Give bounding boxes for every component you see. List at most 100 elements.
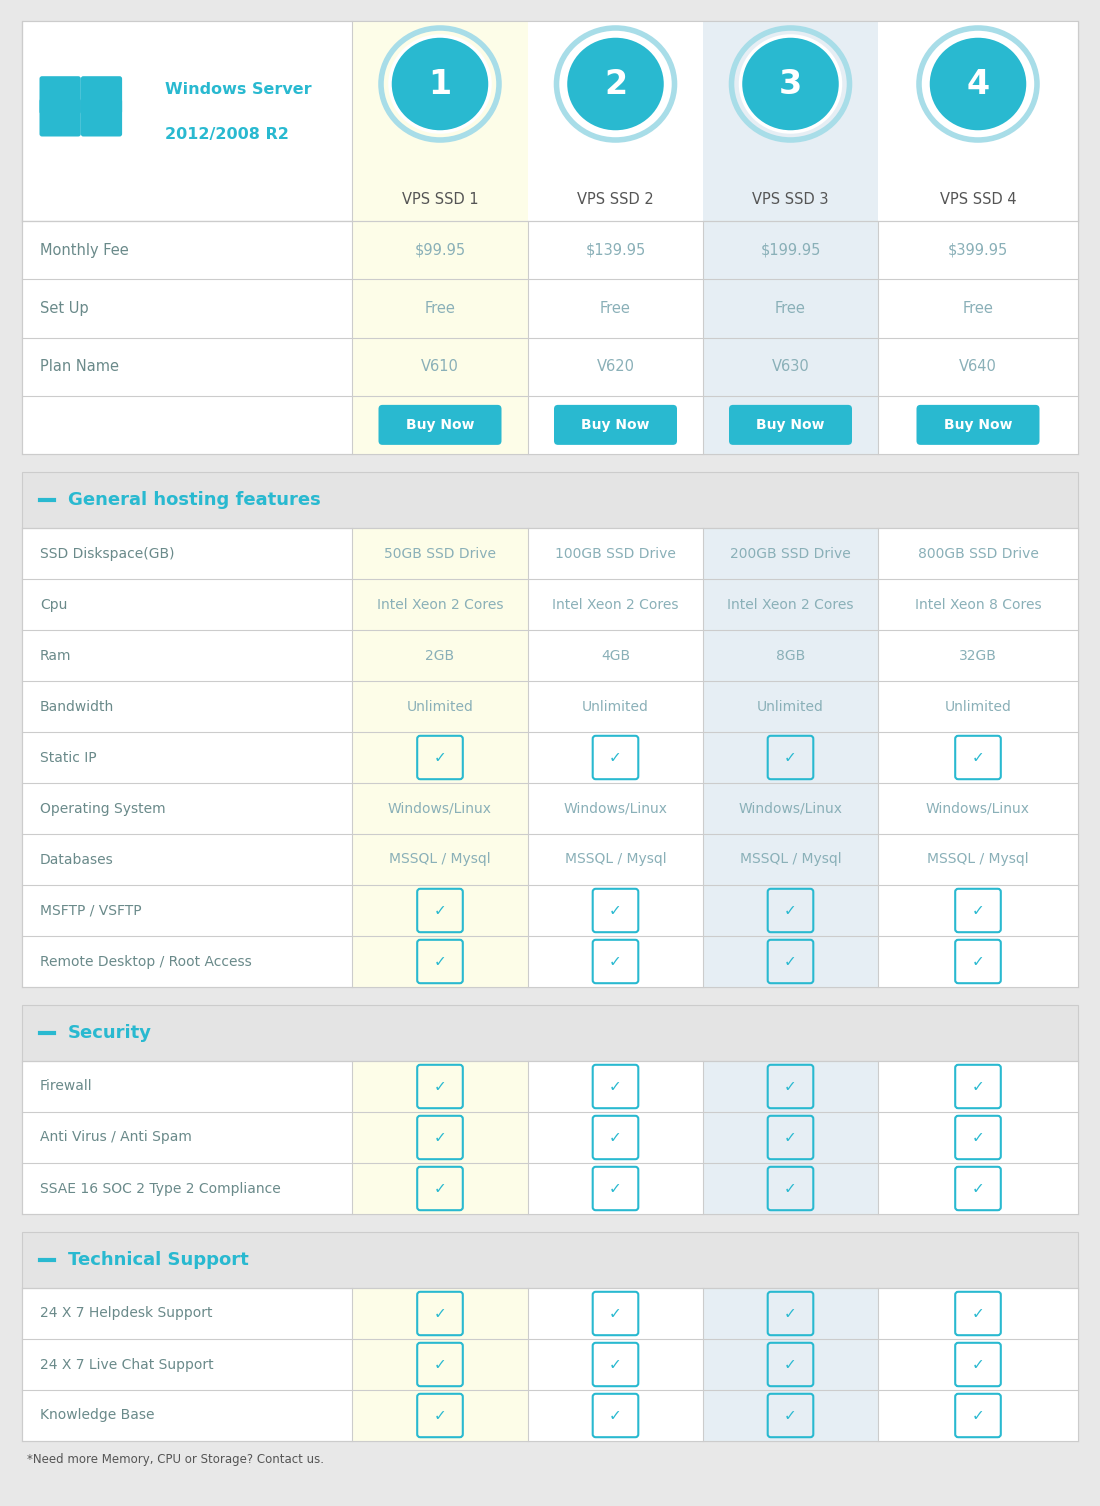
FancyBboxPatch shape (528, 529, 703, 986)
Text: 4GB: 4GB (601, 649, 630, 663)
Text: MSFTP / VSFTP: MSFTP / VSFTP (40, 904, 142, 917)
Text: Buy Now: Buy Now (756, 417, 825, 432)
Text: MSSQL / Mysql: MSSQL / Mysql (927, 852, 1028, 866)
Text: 800GB SSD Drive: 800GB SSD Drive (917, 547, 1038, 560)
Text: Anti Virus / Anti Spam: Anti Virus / Anti Spam (40, 1131, 191, 1145)
FancyBboxPatch shape (878, 529, 1078, 986)
Text: ✓: ✓ (971, 953, 984, 968)
FancyBboxPatch shape (703, 529, 878, 986)
Text: ✓: ✓ (784, 750, 796, 765)
FancyBboxPatch shape (22, 471, 1078, 529)
Text: 2012/2008 R2: 2012/2008 R2 (165, 127, 289, 142)
FancyBboxPatch shape (878, 221, 1078, 453)
Text: V630: V630 (771, 358, 810, 373)
FancyBboxPatch shape (22, 1232, 1078, 1288)
Text: SSAE 16 SOC 2 Type 2 Compliance: SSAE 16 SOC 2 Type 2 Compliance (40, 1182, 280, 1196)
Text: General hosting features: General hosting features (68, 491, 321, 509)
FancyBboxPatch shape (554, 405, 676, 444)
Ellipse shape (740, 36, 840, 133)
FancyBboxPatch shape (352, 221, 528, 453)
FancyBboxPatch shape (22, 221, 1078, 453)
FancyBboxPatch shape (878, 1288, 1078, 1441)
Text: ✓: ✓ (784, 904, 796, 919)
FancyBboxPatch shape (703, 21, 878, 221)
Text: Cpu: Cpu (40, 598, 67, 611)
Text: $99.95: $99.95 (415, 242, 465, 258)
Text: Windows/Linux: Windows/Linux (563, 801, 668, 816)
Text: 2GB: 2GB (426, 649, 454, 663)
Text: ✓: ✓ (609, 1408, 622, 1423)
Text: Unlimited: Unlimited (945, 699, 1011, 714)
Text: V640: V640 (959, 358, 997, 373)
Text: Buy Now: Buy Now (944, 417, 1012, 432)
Text: Windows/Linux: Windows/Linux (926, 801, 1030, 816)
Text: ✓: ✓ (609, 750, 622, 765)
Text: 24 X 7 Live Chat Support: 24 X 7 Live Chat Support (40, 1357, 213, 1372)
Text: Free: Free (776, 301, 806, 316)
Text: Firewall: Firewall (40, 1080, 92, 1093)
Text: Security: Security (68, 1024, 152, 1042)
Text: ✓: ✓ (609, 1181, 622, 1196)
FancyBboxPatch shape (352, 529, 528, 986)
Text: ✓: ✓ (433, 1078, 447, 1093)
Text: Free: Free (425, 301, 455, 316)
FancyBboxPatch shape (22, 529, 1078, 986)
FancyBboxPatch shape (352, 1288, 528, 1441)
Text: Unlimited: Unlimited (407, 699, 473, 714)
FancyBboxPatch shape (40, 77, 80, 114)
Text: MSSQL / Mysql: MSSQL / Mysql (564, 852, 667, 866)
Text: Windows/Linux: Windows/Linux (738, 801, 843, 816)
Text: Intel Xeon 8 Cores: Intel Xeon 8 Cores (915, 598, 1042, 611)
Text: ✓: ✓ (971, 1181, 984, 1196)
FancyBboxPatch shape (22, 1005, 1078, 1062)
FancyBboxPatch shape (916, 405, 1040, 444)
Text: Ram: Ram (40, 649, 72, 663)
Text: Intel Xeon 2 Cores: Intel Xeon 2 Cores (376, 598, 504, 611)
Text: ✓: ✓ (971, 1408, 984, 1423)
FancyBboxPatch shape (352, 21, 528, 221)
Text: Intel Xeon 2 Cores: Intel Xeon 2 Cores (552, 598, 679, 611)
FancyBboxPatch shape (878, 21, 1078, 221)
Text: Buy Now: Buy Now (581, 417, 650, 432)
Text: 32GB: 32GB (959, 649, 997, 663)
FancyBboxPatch shape (22, 1288, 1078, 1441)
Text: VPS SSD 1: VPS SSD 1 (402, 193, 478, 208)
Text: ✓: ✓ (609, 1078, 622, 1093)
Text: ✓: ✓ (971, 1130, 984, 1145)
Text: Set Up: Set Up (40, 301, 89, 316)
Text: ✓: ✓ (609, 953, 622, 968)
Ellipse shape (390, 36, 490, 133)
Text: Static IP: Static IP (40, 750, 97, 765)
Text: ✓: ✓ (784, 1357, 796, 1372)
Text: Unlimited: Unlimited (757, 699, 824, 714)
Text: ✓: ✓ (609, 904, 622, 919)
Text: Buy Now: Buy Now (406, 417, 474, 432)
Text: MSSQL / Mysql: MSSQL / Mysql (739, 852, 842, 866)
Text: 4: 4 (967, 68, 990, 101)
Text: ✓: ✓ (784, 1078, 796, 1093)
Text: VPS SSD 2: VPS SSD 2 (578, 193, 653, 208)
Text: $399.95: $399.95 (948, 242, 1008, 258)
Text: V610: V610 (421, 358, 459, 373)
FancyBboxPatch shape (703, 221, 878, 453)
Ellipse shape (928, 36, 1028, 133)
FancyBboxPatch shape (729, 405, 852, 444)
Text: ✓: ✓ (433, 904, 447, 919)
Text: ✓: ✓ (433, 1357, 447, 1372)
FancyBboxPatch shape (80, 77, 122, 114)
Text: *Need more Memory, CPU or Storage? Contact us.: *Need more Memory, CPU or Storage? Conta… (28, 1452, 324, 1465)
Text: Databases: Databases (40, 852, 113, 866)
Text: ✓: ✓ (433, 1181, 447, 1196)
FancyBboxPatch shape (703, 1288, 878, 1441)
FancyBboxPatch shape (528, 1288, 703, 1441)
FancyBboxPatch shape (80, 98, 122, 137)
FancyBboxPatch shape (703, 1062, 878, 1214)
Text: VPS SSD 3: VPS SSD 3 (752, 193, 828, 208)
Text: 3: 3 (779, 68, 802, 101)
Text: Technical Support: Technical Support (68, 1251, 249, 1270)
FancyBboxPatch shape (22, 21, 1078, 221)
Text: Free: Free (601, 301, 631, 316)
Text: 2: 2 (604, 68, 627, 101)
Text: MSSQL / Mysql: MSSQL / Mysql (389, 852, 491, 866)
Text: 24 X 7 Helpdesk Support: 24 X 7 Helpdesk Support (40, 1307, 212, 1321)
